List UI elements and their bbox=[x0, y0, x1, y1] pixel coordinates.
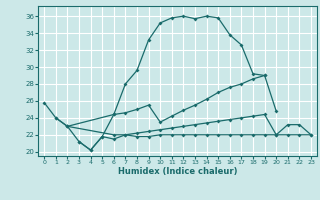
X-axis label: Humidex (Indice chaleur): Humidex (Indice chaleur) bbox=[118, 167, 237, 176]
